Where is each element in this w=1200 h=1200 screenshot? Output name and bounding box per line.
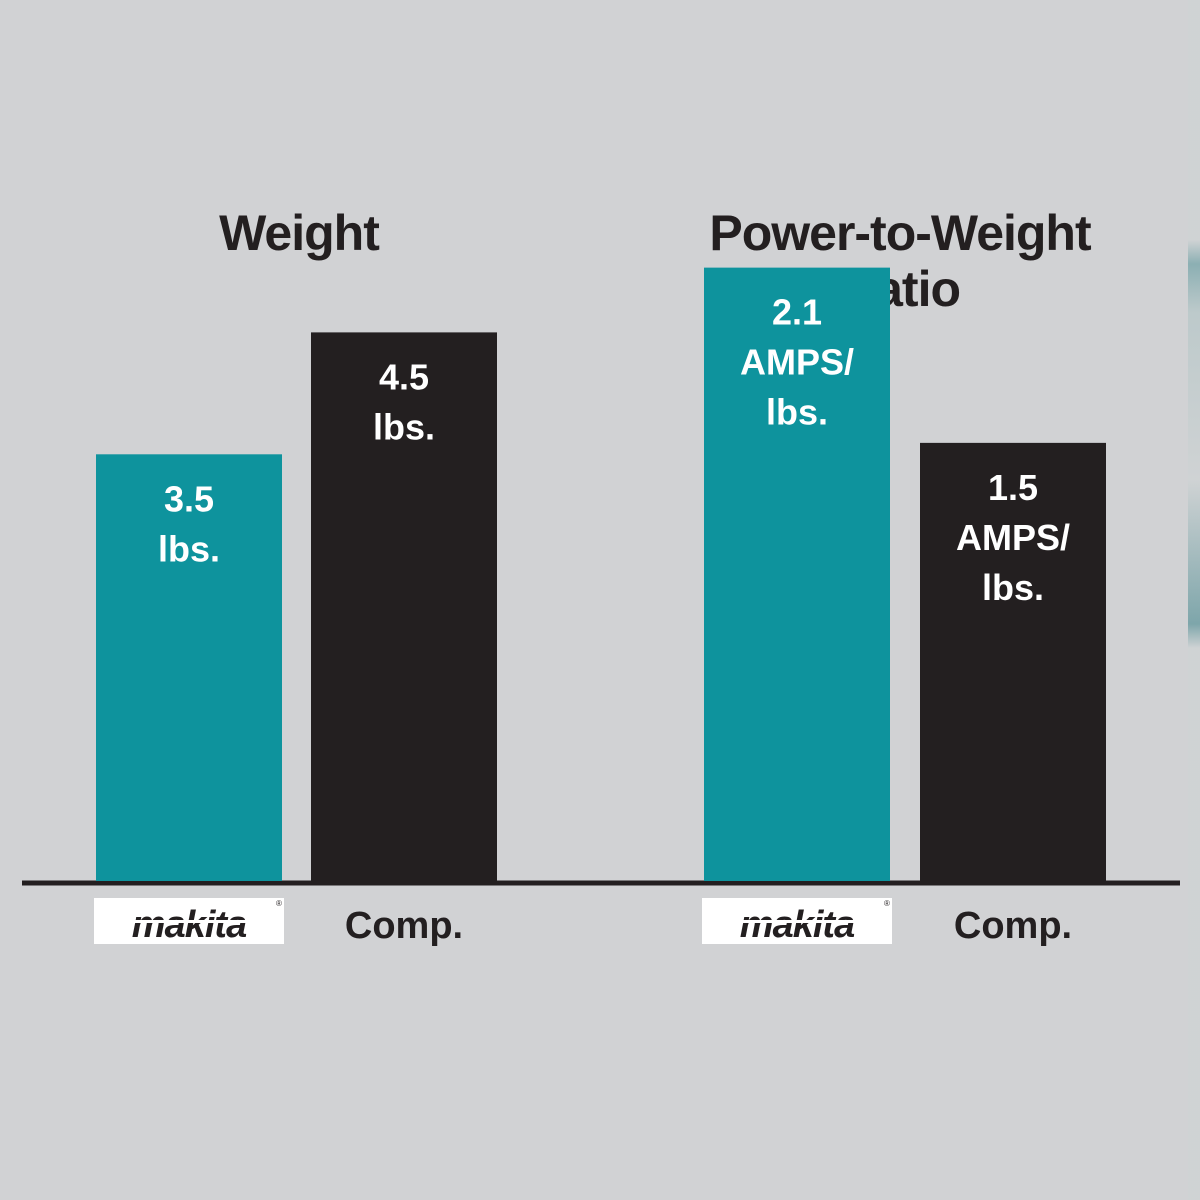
power-to-weight-comp-value-label: lbs. [982,567,1044,608]
makita-logo: makita ® [702,898,892,946]
power-to-weight-makita-value-label: 2.1 [772,292,822,333]
weight-makita-value-label: lbs. [158,528,220,569]
power-to-weight-comp-value-label: AMPS/ [956,517,1070,558]
weight-comp-value-label: 4.5 [379,356,429,397]
weight-title: Weight [219,205,380,261]
power-to-weight-makita-bar [704,267,890,881]
power-to-weight-makita-value-label: lbs. [766,392,828,433]
power-to-weight-comp-bar [920,442,1106,881]
weight-comp-bar [311,332,497,881]
background-photo-edge [1188,0,1200,1200]
registered-mark: ® [276,899,282,908]
power-to-weight-title: Power-to-Weight [709,205,1092,261]
power-to-weight-comp-category-label: Comp. [954,905,1072,947]
weight-makita-value-label: 3.5 [164,478,214,519]
registered-mark: ® [884,899,890,908]
makita-logo-text: makita [132,904,247,946]
weight-makita-bar [96,454,282,881]
weight-comp-category-label: Comp. [345,905,463,947]
makita-logo-text: makita [740,904,855,946]
makita-logo-stripe [94,920,284,923]
makita-logo: makita ® [94,898,284,946]
power-to-weight-makita-value-label: AMPS/ [740,342,854,383]
weight-comp-value-label: lbs. [373,406,435,447]
makita-logo-stripe [702,920,892,923]
power-to-weight-comp-value-label: 1.5 [988,467,1038,508]
